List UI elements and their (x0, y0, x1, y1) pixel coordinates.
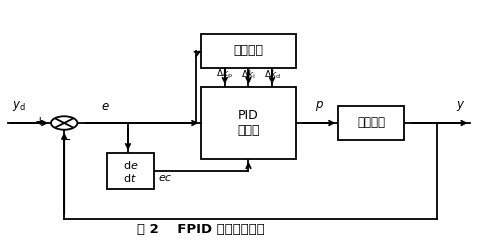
Circle shape (51, 116, 77, 130)
Bar (107, 153, 154, 189)
Text: +: + (35, 115, 45, 128)
Text: 图 2    FPID 控制系统结构: 图 2 FPID 控制系统结构 (137, 223, 265, 236)
Bar (201, 34, 296, 68)
Text: $y$: $y$ (456, 99, 466, 113)
Text: $y_\mathrm{d}$: $y_\mathrm{d}$ (12, 99, 26, 113)
Text: ec: ec (159, 173, 172, 183)
Bar (338, 106, 404, 140)
Text: $-$: $-$ (60, 133, 71, 146)
Text: $\mathrm{d}t$: $\mathrm{d}t$ (123, 172, 137, 184)
Text: $e$: $e$ (101, 100, 110, 113)
Text: 模糊推理: 模糊推理 (233, 44, 263, 57)
Text: $\Delta k_\mathrm{p}$: $\Delta k_\mathrm{p}$ (216, 68, 233, 81)
Text: 被控对象: 被控对象 (357, 117, 385, 129)
Bar (201, 87, 296, 159)
Text: $\Delta k_\mathrm{i}$: $\Delta k_\mathrm{i}$ (241, 69, 256, 81)
Text: PID
控制器: PID 控制器 (237, 109, 260, 137)
Text: $\Delta k_\mathrm{d}$: $\Delta k_\mathrm{d}$ (264, 69, 281, 81)
Text: $\mathrm{d}e$: $\mathrm{d}e$ (123, 159, 138, 171)
Text: $p$: $p$ (315, 99, 324, 113)
